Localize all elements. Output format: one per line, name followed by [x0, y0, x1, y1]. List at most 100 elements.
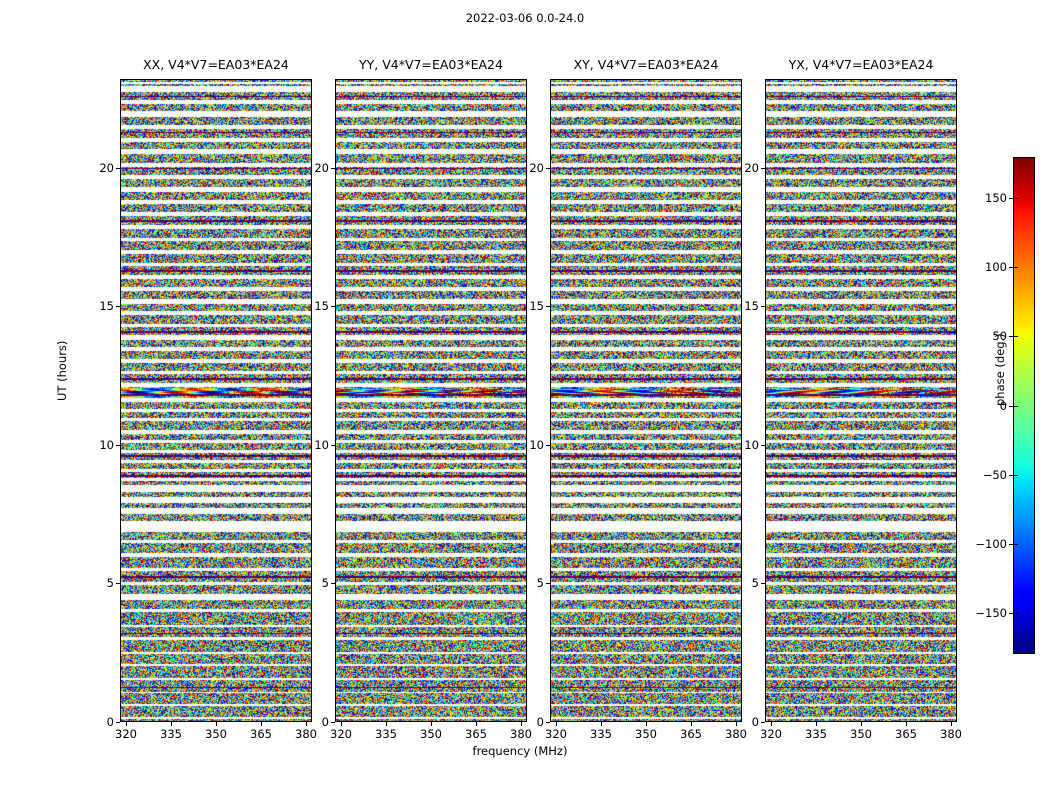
panel-yy-ytick-mark — [331, 306, 335, 308]
panel-yx-xtick-label: 335 — [805, 727, 827, 741]
panel-yx-xtick-mark — [861, 722, 862, 726]
panel-xx-xtick-mark — [126, 722, 127, 726]
colorbar-tick-label: −150 — [975, 605, 1007, 620]
panel-xx-xtick-label: 350 — [205, 727, 227, 741]
panel-xy-heatmap — [550, 79, 742, 722]
panel-yx-xtick-label: 380 — [940, 727, 962, 741]
panel-yy-xtick-mark — [476, 722, 477, 726]
panel-xy-ytick-label: 0 — [536, 715, 544, 729]
colorbar[interactable]: −150 −100 −50 0 50 100 150 — [975, 157, 1035, 654]
colorbar-tick-label: 100 — [985, 260, 1007, 275]
colorbar-tick-mark-inner — [1013, 612, 1018, 614]
panel-xx-xtick-mark — [306, 722, 307, 726]
panel-xx-ytick-label: 15 — [99, 299, 114, 314]
panel-yx-xtick-mark — [816, 722, 817, 726]
colorbar-tick-mark-inner — [1013, 198, 1018, 200]
panel-xy[interactable]: XY, V4*V7=EA03*EA24 320 335 350 365 380 0 5 10 1… — [529, 57, 747, 741]
panel-yy-xtick-mark — [521, 722, 522, 726]
panel-xx[interactable]: XX, V4*V7=EA03*EA24 320 335 350 365 380 0 5 10 1… — [99, 57, 317, 741]
panel-xy-ytick-mark — [546, 583, 550, 585]
panel-yy-heatmap — [335, 79, 527, 722]
colorbar-tick-mark-inner — [1013, 543, 1018, 545]
panel-xx-ytick-label: 20 — [99, 160, 114, 175]
panel-xy-xtick-label: 365 — [680, 727, 702, 741]
colorbar-tick-mark-inner — [1013, 267, 1018, 269]
panel-xx-frame — [120, 79, 312, 722]
colorbar-tick-mark-inner — [1013, 336, 1018, 338]
panel-xy-xtick-mark — [556, 722, 557, 726]
panel-yy-xtick-mark — [386, 722, 387, 726]
colorbar-tick-mark — [1009, 612, 1013, 614]
panel-xx-xtick-mark — [261, 722, 262, 726]
panel-yx-ytick-mark — [761, 722, 765, 723]
colorbar-tick-label: −100 — [975, 536, 1007, 551]
panel-xy-xtick-label: 380 — [725, 727, 747, 741]
panel-yy-ytick-mark — [331, 444, 335, 446]
panel-yx-ytick-mark — [761, 583, 765, 585]
panel-yy-title: YY, V4*V7=EA03*EA24 — [359, 57, 503, 72]
panel-xx-ytick-label: 10 — [99, 437, 114, 452]
colorbar-tick-mark-inner — [1013, 405, 1018, 407]
panel-xx-xtick-label: 380 — [295, 727, 317, 741]
panel-xx-ytick-label: 5 — [106, 576, 114, 591]
colorbar-tick-label: −50 — [982, 467, 1007, 482]
colorbar-tick-mark — [1009, 474, 1013, 476]
panel-yx-xtick-label: 365 — [895, 727, 917, 741]
panel-xy-ytick-mark — [546, 306, 550, 308]
panel-yx[interactable]: YX, V4*V7=EA03*EA24 320 335 350 365 380 0 5 10 1… — [744, 57, 962, 741]
panel-yx-xtick-mark — [771, 722, 772, 726]
panel-yy-xtick-label: 380 — [510, 727, 532, 741]
panel-xy-ytick-mark — [546, 167, 550, 169]
panel-yy[interactable]: YY, V4*V7=EA03*EA24 320 335 350 365 380 0 5 10 1… — [314, 57, 532, 741]
panel-xx-ytick-mark — [116, 583, 120, 585]
panel-yy-xtick-mark — [341, 722, 342, 726]
colorbar-tick-label: 50 — [992, 329, 1007, 344]
panel-yx-ytick-mark — [761, 306, 765, 308]
panel-yx-heatmap — [765, 79, 957, 722]
panel-xx-xtick-mark — [171, 722, 172, 726]
panel-xx-xtick-label: 320 — [115, 727, 137, 741]
panel-yx-title: YX, V4*V7=EA03*EA24 — [788, 57, 934, 72]
panel-yx-ytick-label: 0 — [751, 715, 759, 729]
panel-yx-ytick-mark — [761, 444, 765, 446]
colorbar-tick-label: 0 — [999, 398, 1007, 413]
colorbar-gradient — [1013, 157, 1035, 654]
panel-yy-xtick-mark — [431, 722, 432, 726]
panel-yy-xtick-label: 335 — [375, 727, 397, 741]
x-axis-label: frequency (MHz) — [472, 744, 568, 758]
panel-yy-xtick-label: 350 — [420, 727, 442, 741]
panel-yx-xtick-mark — [951, 722, 952, 726]
panel-yy-ytick-label: 5 — [321, 576, 329, 591]
colorbar-tick-mark — [1009, 543, 1013, 545]
panel-yx-ytick-label: 10 — [744, 437, 759, 452]
panel-xy-xtick-label: 335 — [590, 727, 612, 741]
panel-xx-ytick-mark — [116, 306, 120, 308]
panel-xy-ytick-label: 5 — [536, 576, 544, 591]
panel-yx-xtick-label: 350 — [850, 727, 872, 741]
panel-xy-ytick-label: 15 — [529, 299, 544, 314]
panel-xy-xtick-mark — [601, 722, 602, 726]
panel-yy-ytick-label: 20 — [314, 160, 329, 175]
panel-xy-title: XY, V4*V7=EA03*EA24 — [573, 57, 719, 72]
panel-yx-frame — [765, 79, 957, 722]
panel-yy-ytick-mark — [331, 583, 335, 585]
colorbar-tick-mark-inner — [1013, 474, 1018, 476]
panel-xy-xtick-mark — [646, 722, 647, 726]
panel-xy-xtick-label: 320 — [545, 727, 567, 741]
panel-xx-ytick-mark — [116, 167, 120, 169]
panel-xx-ytick-mark — [116, 444, 120, 446]
panel-yx-ytick-mark — [761, 167, 765, 169]
figure-suptitle: 2022-03-06 0.0-24.0 — [465, 11, 585, 25]
panel-yy-xtick-label: 365 — [465, 727, 487, 741]
panel-yy-ytick-mark — [331, 722, 335, 723]
panel-yy-ytick-label: 0 — [321, 715, 329, 729]
panel-yx-ytick-label: 5 — [751, 576, 759, 591]
panel-yx-ytick-label: 15 — [744, 299, 759, 314]
panel-xy-ytick-label: 20 — [529, 160, 544, 175]
panel-yy-frame — [335, 79, 527, 722]
colorbar-tick-label: 150 — [985, 191, 1007, 206]
panel-xy-xtick-mark — [691, 722, 692, 726]
panel-xx-heatmap — [120, 79, 312, 722]
panel-xy-xtick-label: 350 — [635, 727, 657, 741]
